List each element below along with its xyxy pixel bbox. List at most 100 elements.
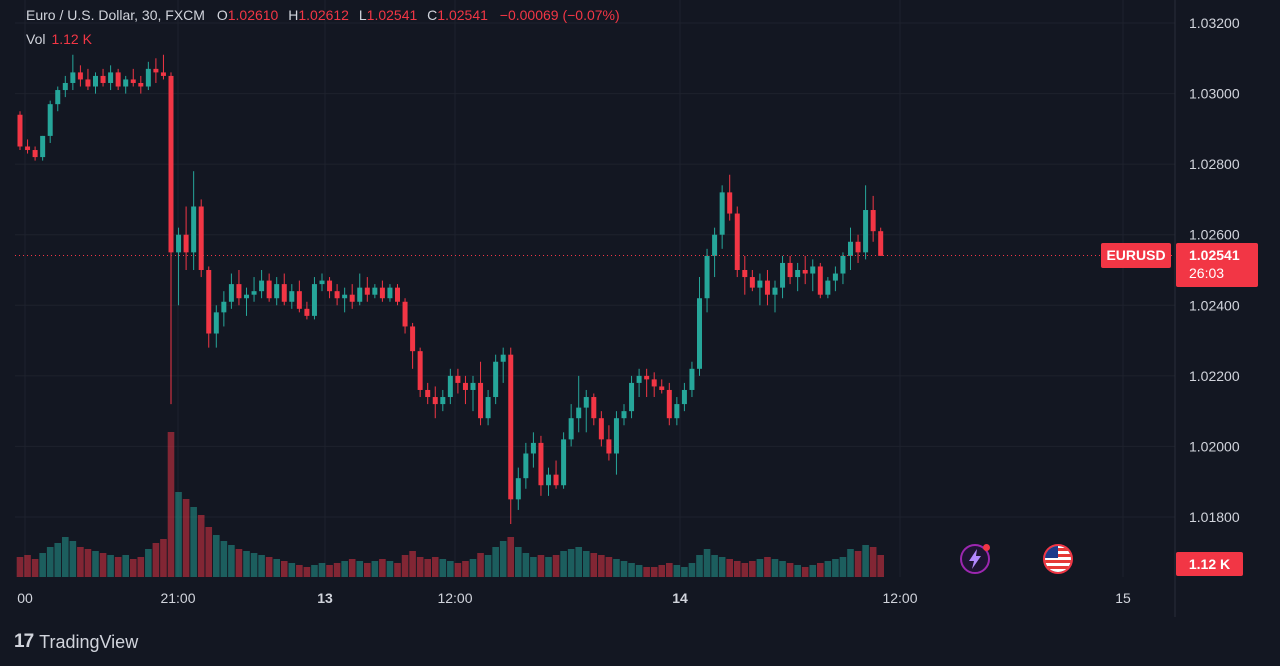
volume-bar xyxy=(416,557,424,577)
volume-bar xyxy=(46,547,54,577)
high-label: H xyxy=(288,7,299,23)
candle-body xyxy=(221,301,227,313)
volume-bar xyxy=(628,563,635,577)
time-tick-label: 21:00 xyxy=(160,590,195,606)
volume-bar xyxy=(379,559,386,577)
volume-bar xyxy=(424,559,431,577)
candle xyxy=(364,277,370,302)
candle-body xyxy=(674,404,680,419)
last-price-tag[interactable]: 1.02541 26:03 xyxy=(1176,243,1258,287)
candle-body xyxy=(462,382,468,390)
candle xyxy=(425,382,431,405)
candle xyxy=(311,277,317,320)
candle xyxy=(749,270,755,292)
candle-body xyxy=(47,104,53,136)
candle-body xyxy=(183,234,189,253)
volume-bar xyxy=(469,559,477,577)
candle xyxy=(410,322,416,369)
lightning-icon[interactable] xyxy=(960,544,990,574)
volume-bar xyxy=(590,553,598,577)
candle xyxy=(85,68,91,91)
candle xyxy=(734,206,740,278)
candle-body xyxy=(523,453,529,479)
volume-bar xyxy=(688,563,696,577)
us-flag-icon[interactable] xyxy=(1043,544,1073,574)
candle xyxy=(644,368,650,398)
volume-bar xyxy=(288,563,296,577)
candle xyxy=(832,266,838,292)
candle-body xyxy=(395,287,400,302)
candle xyxy=(447,368,453,405)
price-axis: 1.03200 1.03000 1.02800 1.02600 1.02400 1.022… xyxy=(1189,15,1240,525)
candle-body xyxy=(485,397,491,419)
candle-body xyxy=(432,397,438,405)
candle-body xyxy=(40,135,46,158)
tradingview-logo[interactable]: 17 TradingView xyxy=(14,631,138,653)
candle xyxy=(538,435,544,496)
candle-body xyxy=(236,284,242,299)
candle xyxy=(817,262,823,299)
volume-bar xyxy=(318,563,326,577)
candle-body xyxy=(387,287,393,299)
candle xyxy=(780,255,786,299)
volume-bar xyxy=(16,557,24,577)
candle xyxy=(274,277,280,306)
candle xyxy=(145,61,151,91)
volume-bar xyxy=(454,563,462,577)
candle-body xyxy=(145,68,151,87)
candle-body xyxy=(478,382,484,419)
candle-body xyxy=(621,411,627,419)
volume-bar xyxy=(250,553,258,577)
candle-body xyxy=(311,284,317,316)
volume-bar xyxy=(779,561,786,577)
price-tick-label: 1.02000 xyxy=(1189,438,1240,454)
change-value: −0.00069 (−0.07%) xyxy=(499,7,620,23)
low-value: 1.02541 xyxy=(366,7,418,23)
candle xyxy=(304,301,310,320)
volume-bar xyxy=(311,565,318,577)
volume-bar xyxy=(213,535,220,577)
candle xyxy=(583,389,589,433)
candle xyxy=(500,347,506,383)
volume-value: 1.12 K xyxy=(51,31,92,47)
volume-bar xyxy=(703,549,711,577)
volume-bar xyxy=(39,553,46,577)
symbol-tag[interactable]: EURUSD xyxy=(1101,243,1171,268)
time-axis: 00 21:00 13 12:00 14 12:00 15 xyxy=(17,590,1131,606)
volume-bars xyxy=(16,432,884,577)
candle-body xyxy=(568,418,574,440)
candle-body xyxy=(500,354,506,362)
volume-bar xyxy=(560,551,567,577)
candle-body xyxy=(259,280,265,292)
volume-bar xyxy=(265,557,273,577)
volume-bar xyxy=(658,565,666,577)
candle xyxy=(719,185,725,249)
candle-body xyxy=(417,351,423,390)
candle-body xyxy=(108,72,114,83)
candle-body xyxy=(825,280,831,295)
candle-body xyxy=(681,389,687,405)
volume-bar xyxy=(386,561,394,577)
candle-body xyxy=(281,284,287,302)
candle-body xyxy=(130,79,136,83)
candle-body xyxy=(508,354,514,500)
candle-body xyxy=(342,294,348,299)
candle xyxy=(108,65,114,91)
volume-bar xyxy=(258,555,265,577)
volume-bar xyxy=(567,549,575,577)
volume-bar xyxy=(847,549,854,577)
candle-body xyxy=(296,291,302,309)
candle-body xyxy=(55,90,61,105)
volume-bar xyxy=(54,543,62,577)
price-tick-label: 1.03000 xyxy=(1189,86,1240,102)
volume-bar xyxy=(114,557,122,577)
volume-bar xyxy=(613,559,620,577)
price-tick-label: 1.03200 xyxy=(1189,15,1240,31)
candle-body xyxy=(455,375,461,383)
close-value: 1.02541 xyxy=(437,7,488,23)
price-tick-label: 1.01800 xyxy=(1189,509,1240,525)
candle-body xyxy=(228,284,234,302)
candle xyxy=(651,372,657,398)
candle xyxy=(659,379,665,394)
